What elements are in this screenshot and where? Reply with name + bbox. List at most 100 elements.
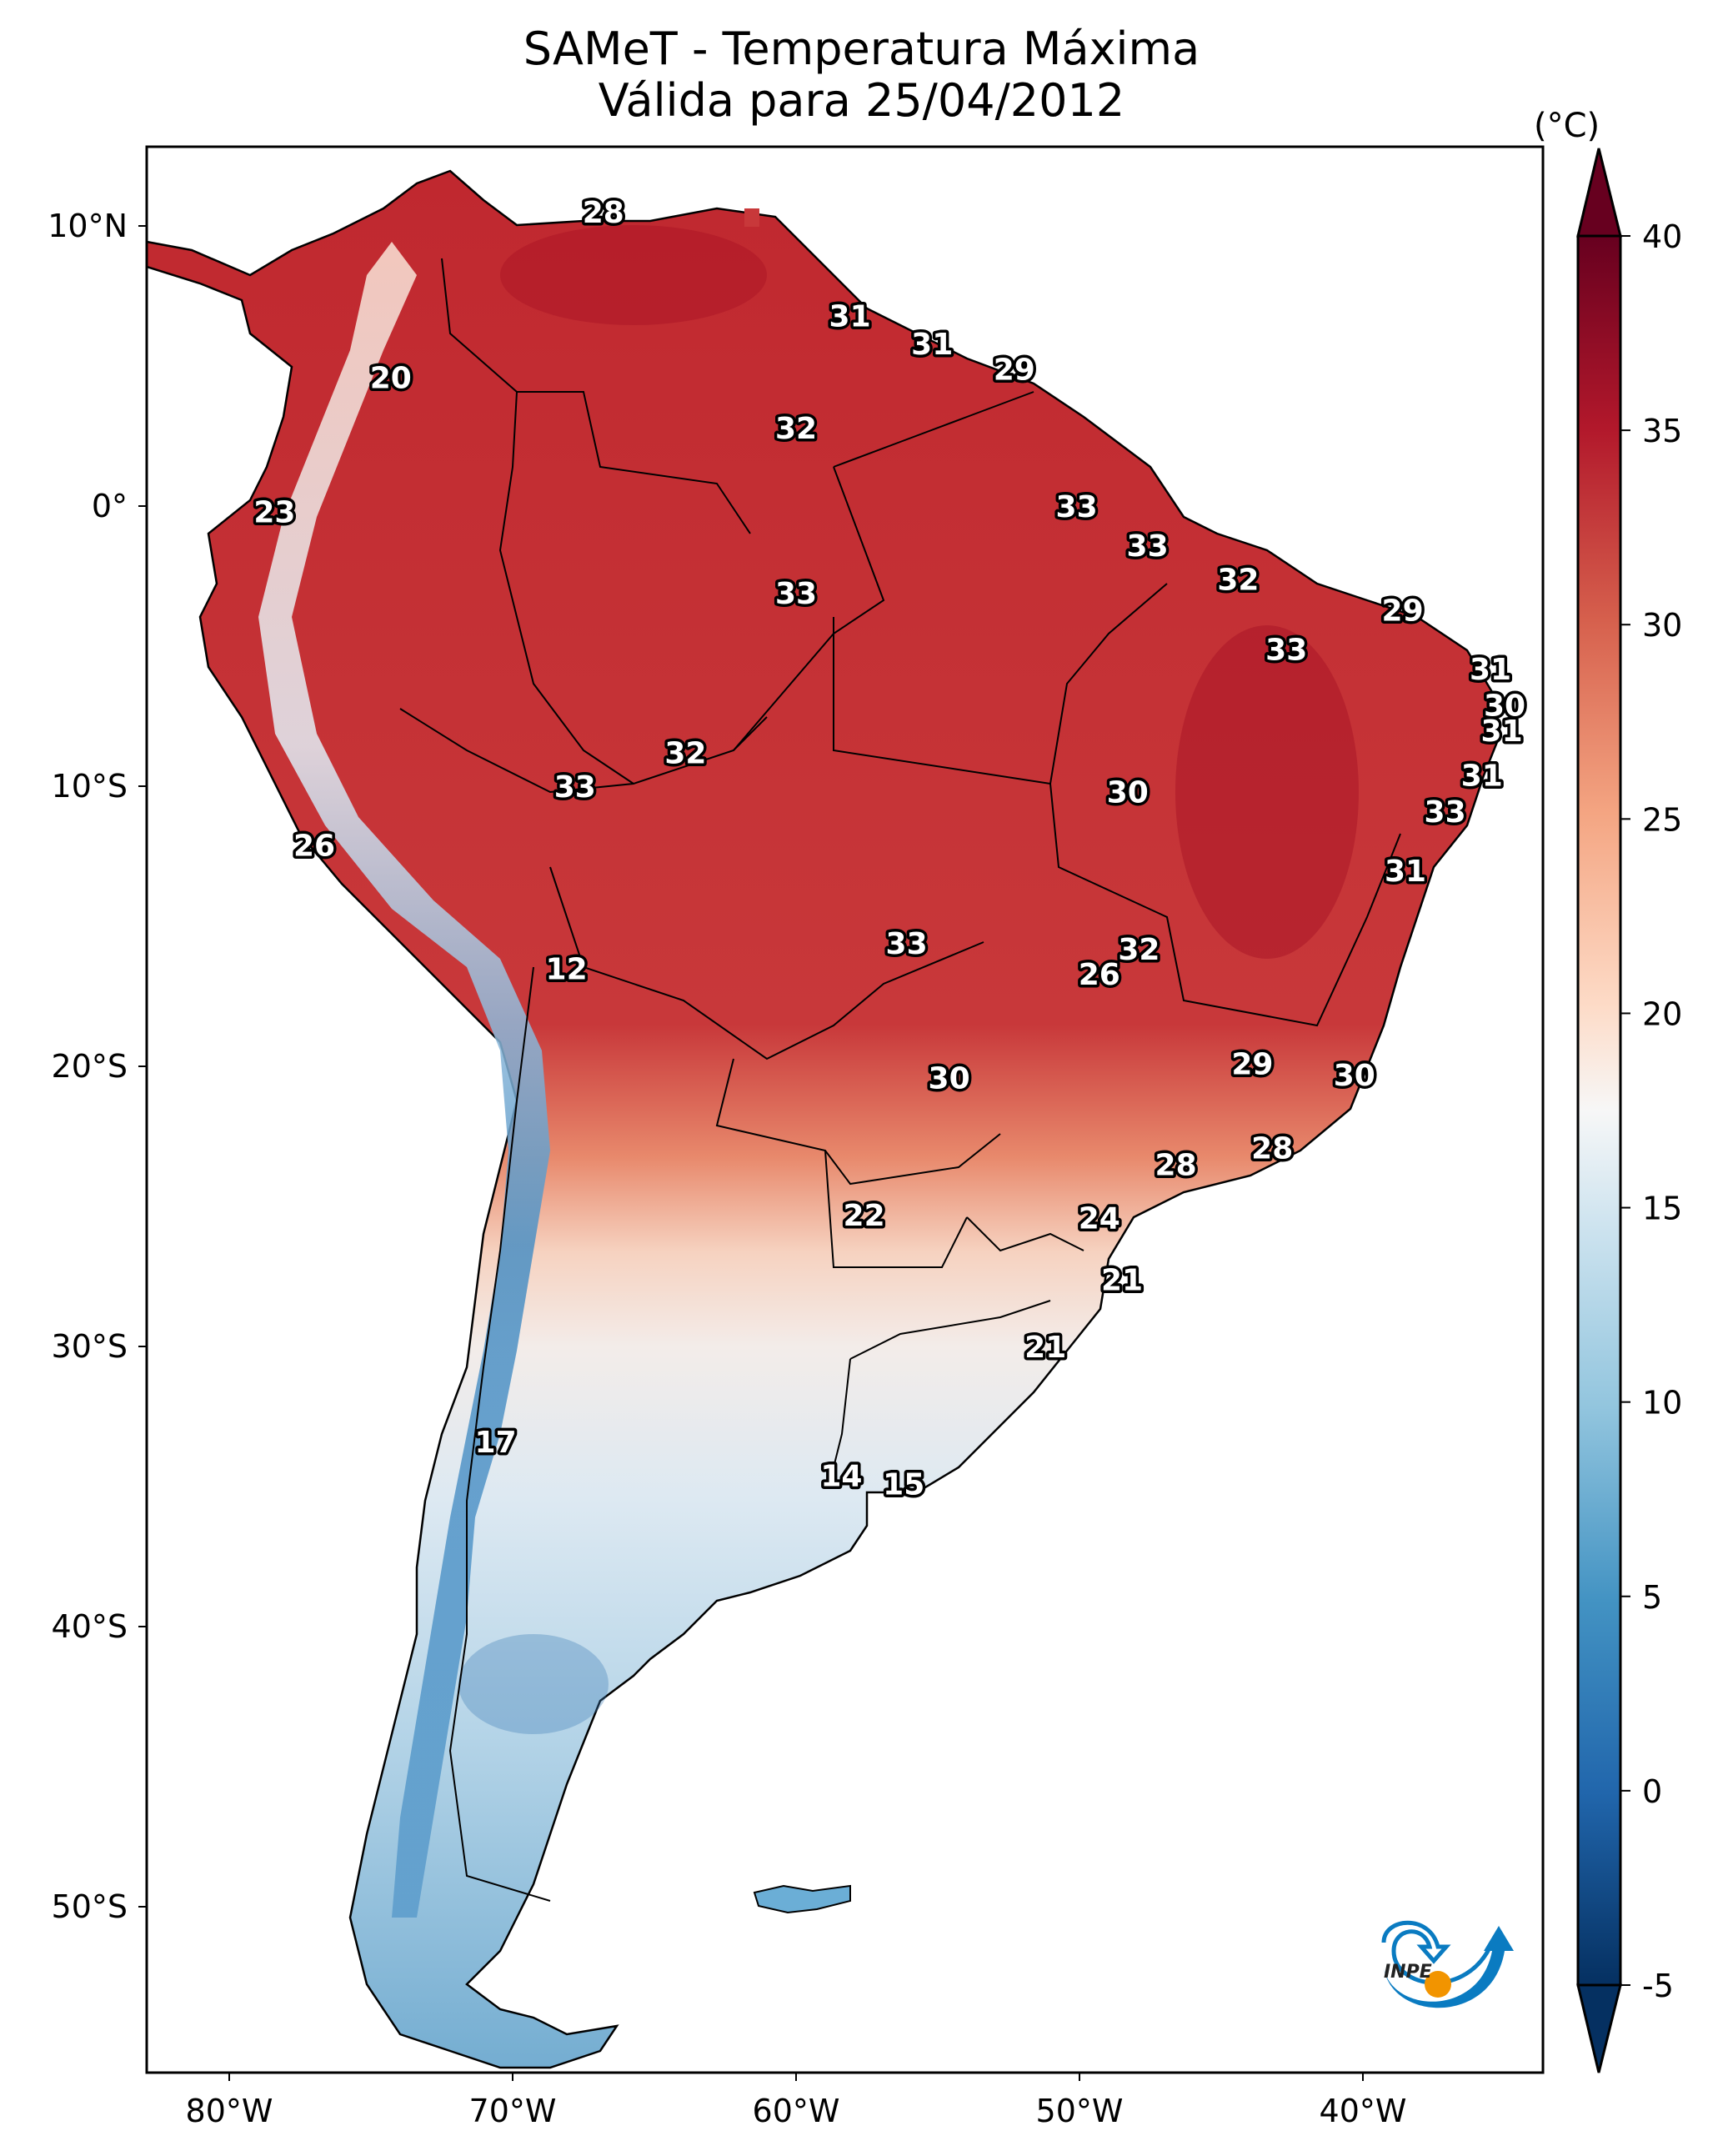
logo-arrow-icon xyxy=(1384,1926,1514,2008)
y-tick-label: 0° xyxy=(92,488,128,524)
border-line xyxy=(448,966,551,1902)
colorbar-tick-label: 40 xyxy=(1642,218,1682,255)
station-temperature-label: 26 xyxy=(293,830,335,864)
logo-sun-icon xyxy=(1425,1971,1451,1998)
border-line xyxy=(715,1058,1001,1186)
country-borders xyxy=(399,258,1401,1902)
continent-fill xyxy=(145,169,1502,2069)
x-tick-label: 40°W xyxy=(1320,2093,1407,2129)
y-tick-label: 20°S xyxy=(52,1048,128,1085)
colorbar-lower-extend-arrow xyxy=(1576,1983,1622,2073)
station-temperature-label: 31 xyxy=(1470,653,1511,687)
andes-cold-band xyxy=(258,242,550,1918)
border-line xyxy=(1049,783,1401,1027)
colorbar-tick-label: 0 xyxy=(1642,1773,1662,1810)
border-line xyxy=(966,1216,1084,1252)
venezuela-hot-region xyxy=(500,225,767,325)
border-line xyxy=(549,866,984,1060)
station-temperature-label: 15 xyxy=(883,1468,924,1502)
border-line xyxy=(833,391,1034,468)
x-tick-label: 50°W xyxy=(1036,2093,1124,2129)
colorbar-tick-label: 25 xyxy=(1642,801,1682,838)
border-line xyxy=(733,466,885,751)
map-title: SAMeT - Temperatura Máxima Válida para 2… xyxy=(0,23,1723,127)
y-tick-label: 40°S xyxy=(52,1608,128,1645)
title-line-2: Válida para 25/04/2012 xyxy=(598,74,1125,127)
trinidad-island xyxy=(744,208,759,227)
station-temperature-label: 33 xyxy=(886,927,928,961)
station-temperature-label: 30 xyxy=(1107,776,1149,810)
border-line xyxy=(441,258,751,534)
station-temperature-label: 31 xyxy=(1385,855,1426,889)
station-temperature-label: 29 xyxy=(1231,1048,1273,1082)
patagonia-cold-region xyxy=(458,1634,609,1734)
station-temperature-label: 29 xyxy=(994,353,1035,387)
station-temperature-label: 32 xyxy=(1217,563,1259,597)
border-line xyxy=(849,1300,1051,1360)
station-temperature-label: 33 xyxy=(1127,529,1169,564)
colorbar-unit-label: (°C) xyxy=(1534,107,1600,145)
station-temperature-label: 32 xyxy=(664,737,706,771)
station-temperature-label: 14 xyxy=(820,1460,862,1494)
station-temperature-label: 30 xyxy=(1484,689,1525,724)
station-temperature-label: 22 xyxy=(844,1199,885,1233)
colorbar-tick-label: -5 xyxy=(1642,1968,1674,2004)
x-tick-label: 70°W xyxy=(469,2093,557,2129)
colorbar-tick-label: 5 xyxy=(1642,1579,1662,1616)
station-temperature-label: 21 xyxy=(1101,1263,1143,1297)
border-line xyxy=(498,391,634,785)
station-temperature-label: 32 xyxy=(1118,933,1160,967)
x-tick-label: 60°W xyxy=(753,2093,840,2129)
border-line xyxy=(824,1150,968,1268)
station-temperature-label: 28 xyxy=(1251,1131,1293,1166)
station-temperature-label: 33 xyxy=(1265,633,1307,667)
station-temperature-label: 32 xyxy=(775,412,817,446)
south-america-landmass xyxy=(145,169,1502,2069)
x-tick-label: 80°W xyxy=(186,2093,273,2129)
colorbar-tick-label: 35 xyxy=(1642,413,1682,449)
station-temperature-label: 28 xyxy=(1155,1149,1197,1183)
x-axis: 80°W 70°W 60°W 50°W 40°W xyxy=(186,2073,1407,2129)
station-temperature-label: 24 xyxy=(1079,1201,1120,1236)
station-temperature-label: 12 xyxy=(546,952,588,986)
map-frame xyxy=(145,145,1545,2074)
y-tick-label: 30°S xyxy=(52,1328,128,1365)
falkland-islands xyxy=(753,1884,851,1914)
y-axis: 10°N 0° 10°S 20°S 30°S 40°S 50°S xyxy=(48,208,147,1925)
station-temperature-label: 33 xyxy=(775,577,817,611)
station-temperature-label: 23 xyxy=(253,496,295,530)
station-temperature-label: 31 xyxy=(1461,760,1503,794)
station-temperature-label: 29 xyxy=(1382,594,1424,628)
border-line xyxy=(833,583,1168,785)
station-temperature-label: 33 xyxy=(554,770,596,805)
station-temperature-label: 20 xyxy=(370,361,412,395)
station-temperature-label: 33 xyxy=(1425,795,1466,830)
station-temperature-label: 30 xyxy=(929,1061,970,1096)
station-temperature-label: 28 xyxy=(583,196,624,230)
colorbar-tick-label: 20 xyxy=(1642,995,1682,1032)
colorbar: 40 35 30 25 20 15 10 5 0 -5 xyxy=(1576,148,1682,2073)
colorbar-gradient xyxy=(1576,234,1622,1987)
station-temperature-label: 21 xyxy=(1024,1331,1066,1365)
colorbar-tick-label: 15 xyxy=(1642,1191,1682,1227)
colorbar-upper-extend-arrow xyxy=(1576,148,1622,238)
logo-text: INPE xyxy=(1384,1962,1432,1983)
colorbar-ticks: 40 35 30 25 20 15 10 5 0 -5 xyxy=(1620,218,1682,2004)
station-temperature-label: 31 xyxy=(829,300,871,334)
station-temperature-label: 33 xyxy=(1056,490,1098,524)
station-temperature-label: 30 xyxy=(1334,1059,1375,1093)
border-line xyxy=(833,1358,851,1468)
y-tick-label: 50°S xyxy=(52,1888,128,1925)
station-temperature-label: 31 xyxy=(911,328,953,362)
station-temperature-label: 17 xyxy=(475,1426,517,1460)
colorbar-tick-label: 30 xyxy=(1642,607,1682,644)
y-tick-label: 10°N xyxy=(48,208,128,244)
title-line-1: SAMeT - Temperatura Máxima xyxy=(523,23,1200,75)
northeast-hot-region xyxy=(1175,625,1359,959)
station-temperature-label: 31 xyxy=(1481,714,1523,749)
inpe-logo: INPE xyxy=(1381,1920,1514,2008)
colorbar-tick-label: 10 xyxy=(1642,1385,1682,1421)
y-tick-label: 10°S xyxy=(52,768,128,805)
